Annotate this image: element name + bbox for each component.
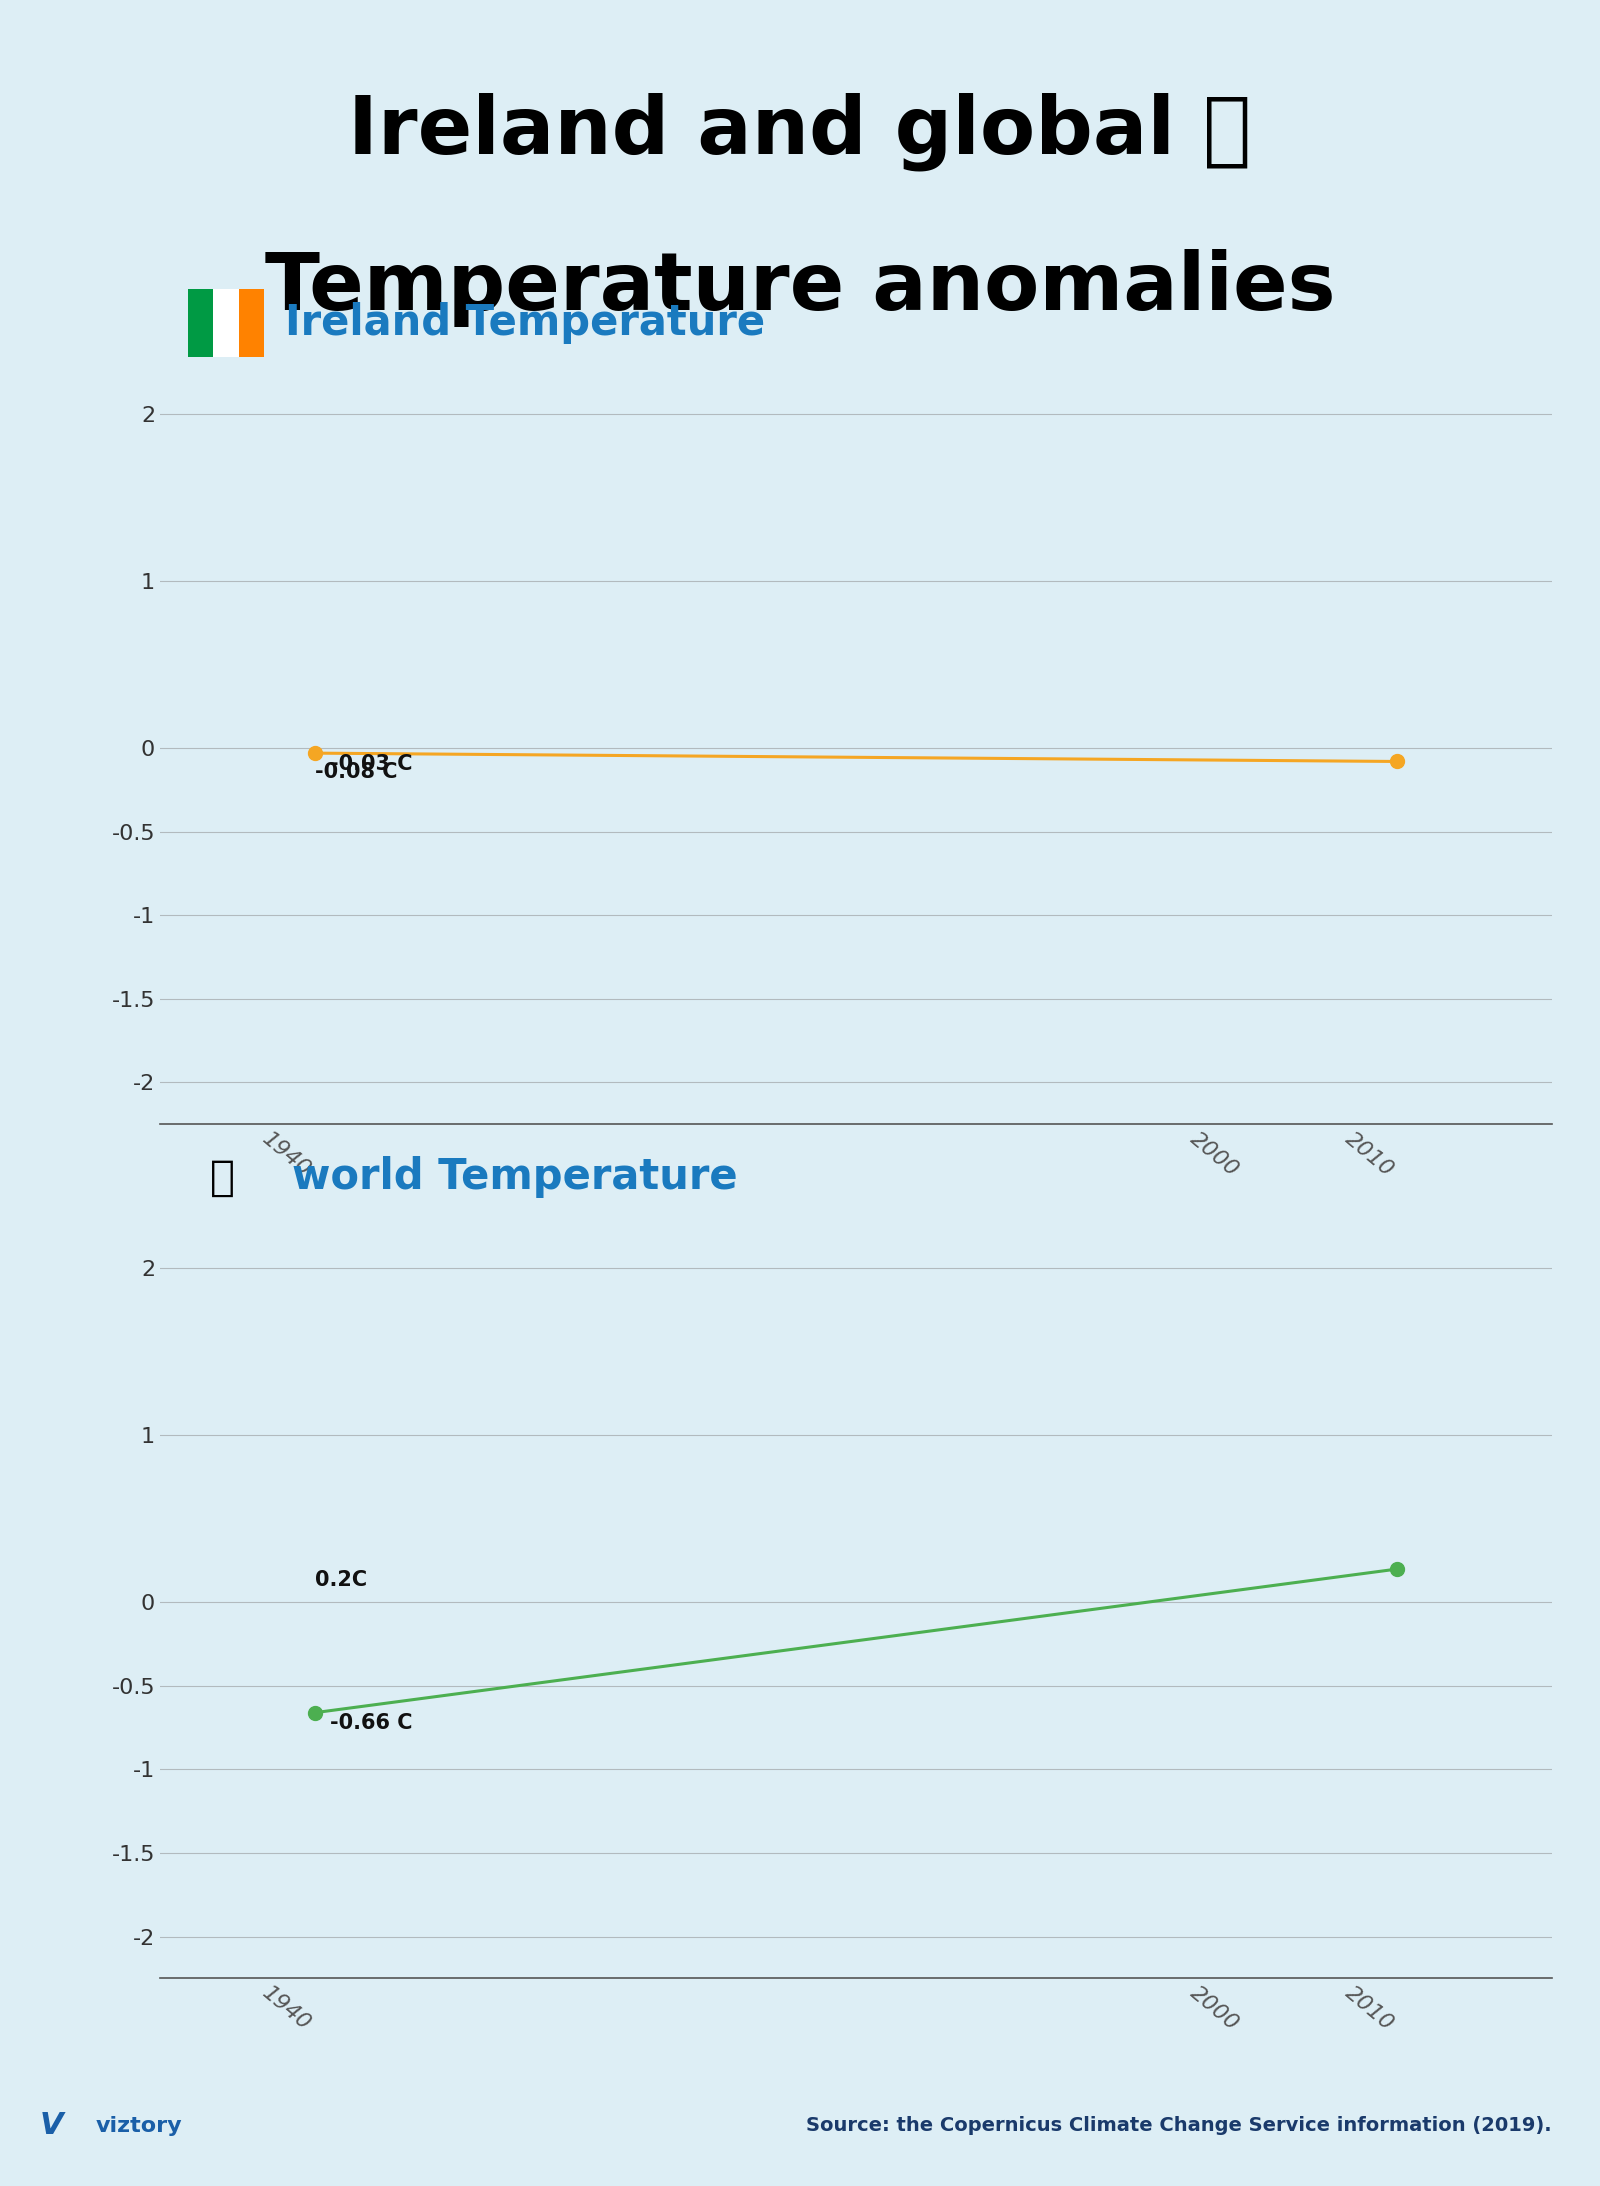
Text: Source: the Copernicus Climate Change Service information (2019).: Source: the Copernicus Climate Change Se… xyxy=(806,2116,1552,2136)
Text: Temperature anomalies: Temperature anomalies xyxy=(264,249,1336,328)
Text: Ireland Temperature: Ireland Temperature xyxy=(285,302,765,343)
FancyBboxPatch shape xyxy=(187,289,213,359)
Text: 🌍: 🌍 xyxy=(210,1156,235,1198)
Text: -0.08 C: -0.08 C xyxy=(315,763,397,783)
Text: 0.2C: 0.2C xyxy=(315,1570,366,1589)
Point xyxy=(1384,1552,1410,1587)
Text: -0.66 C: -0.66 C xyxy=(330,1714,413,1733)
Text: Ireland and global 🌡️: Ireland and global 🌡️ xyxy=(349,92,1251,171)
Text: -0.03 C: -0.03 C xyxy=(330,754,413,774)
Point xyxy=(302,737,328,772)
Point xyxy=(1384,743,1410,778)
Point xyxy=(302,1694,328,1729)
FancyBboxPatch shape xyxy=(238,289,264,359)
Text: V: V xyxy=(40,2112,64,2140)
Text: world Temperature: world Temperature xyxy=(293,1156,738,1198)
FancyBboxPatch shape xyxy=(213,289,238,359)
Text: viztory: viztory xyxy=(96,2116,182,2136)
